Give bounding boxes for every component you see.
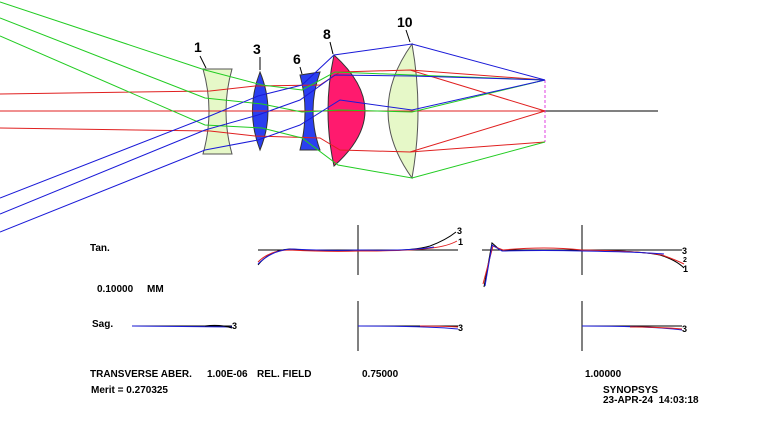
surface-label-3: 3 <box>253 41 261 57</box>
rays-mid-field <box>0 1 546 179</box>
sag-plot-0 <box>131 324 233 329</box>
surface-label-1: 1 <box>194 39 202 55</box>
sag-0p75-tag-3: 3 <box>458 323 464 333</box>
scale-value: 0.10000 <box>97 284 134 295</box>
rel-field-label: REL. FIELD <box>257 369 312 380</box>
tan-plot-1p0 <box>482 225 685 288</box>
tan-1p0-tag-3: 3 <box>682 246 688 256</box>
field-0p75: 0.75000 <box>362 369 399 380</box>
surface-label-10: 10 <box>397 14 413 30</box>
sag-label: Sag. <box>92 319 114 330</box>
surface-label-8: 8 <box>323 26 331 42</box>
tan-0p75-tag-1: 1 <box>458 237 464 247</box>
sag-0-tag-3: 3 <box>232 321 238 331</box>
sag-plot-1p0 <box>581 301 683 351</box>
merit-value: Merit = 0.270325 <box>91 385 168 396</box>
sag-1p0-tag-3: 3 <box>682 324 688 334</box>
field-1p0: 1.00000 <box>585 369 622 380</box>
tan-plot-0p75 <box>257 225 458 275</box>
timestamp: 23-APR-24 14:03:18 <box>603 395 699 406</box>
surface-label-6: 6 <box>293 51 301 67</box>
synopsys-label: SYNOPSYS <box>603 385 659 396</box>
wavelength-value: 1.00E-06 <box>207 369 248 380</box>
tan-1p0-tag-2: 2 <box>683 257 687 264</box>
rays-on-axis <box>0 69 546 153</box>
tan-0p75-tag-3: 3 <box>457 226 463 236</box>
sag-plot-0p75 <box>357 301 459 351</box>
transverse-label: TRANSVERSE ABER. <box>90 369 192 380</box>
scale-unit: MM <box>147 284 164 295</box>
rays-full-field <box>0 43 546 233</box>
tan-1p0-tag-1: 1 <box>683 264 689 274</box>
tan-label: Tan. <box>90 243 110 254</box>
